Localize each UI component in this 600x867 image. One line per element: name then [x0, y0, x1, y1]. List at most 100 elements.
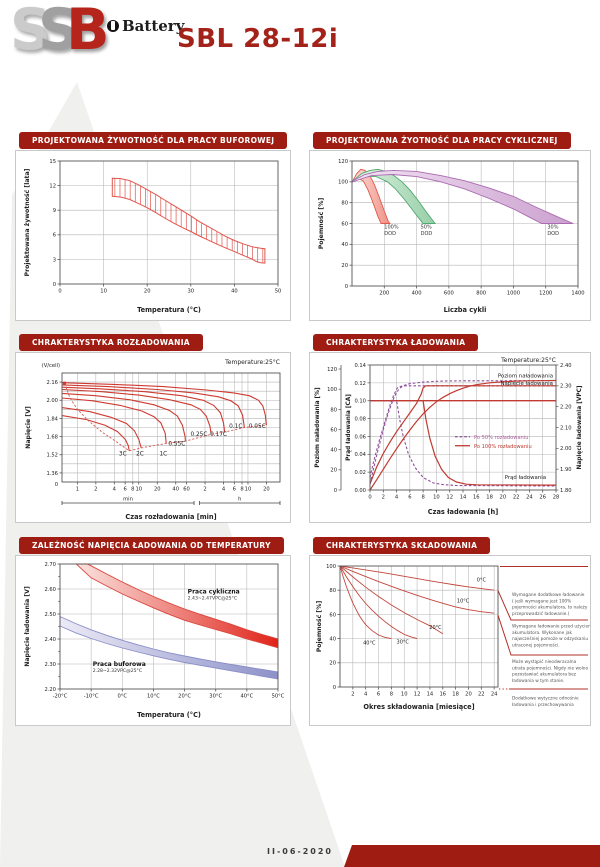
svg-text:0.08: 0.08 — [354, 416, 366, 422]
svg-text:9: 9 — [53, 208, 56, 214]
svg-text:Napięcie ładowania [VPC]: Napięcie ładowania [VPC] — [577, 385, 583, 469]
svg-text:Praca cykliczna: Praca cykliczna — [188, 588, 240, 595]
svg-text:80: 80 — [330, 407, 337, 413]
svg-text:2C: 2C — [136, 451, 144, 457]
svg-text:Temperatura (°C): Temperatura (°C) — [137, 306, 201, 314]
svg-text:10: 10 — [135, 486, 142, 492]
svg-text:Liczba cykli: Liczba cykli — [444, 306, 487, 314]
svg-text:20: 20 — [144, 288, 151, 294]
svg-text:0: 0 — [58, 288, 61, 294]
svg-text:Napięcie ładowania: Napięcie ładowania — [500, 380, 553, 386]
svg-text:22: 22 — [513, 494, 520, 500]
svg-text:min: min — [123, 496, 133, 502]
svg-text:60: 60 — [341, 221, 348, 227]
panel-title-cyclic-life: PROJEKTOWANA ŻYOTNOŚĆ DLA PRACY CYKLICZN… — [313, 132, 571, 149]
svg-text:Praca buforowa: Praca buforowa — [93, 661, 146, 668]
ssb-logo: SSB — [10, 2, 110, 59]
svg-text:400: 400 — [412, 290, 422, 296]
svg-text:1.84: 1.84 — [46, 416, 58, 422]
svg-text:2.40: 2.40 — [560, 362, 572, 368]
svg-text:18: 18 — [452, 691, 459, 697]
svg-text:0: 0 — [53, 281, 56, 287]
svg-text:2.50: 2.50 — [44, 611, 56, 617]
svg-text:0.25C: 0.25C — [190, 432, 207, 438]
svg-text:Czas ładowania [h]: Czas ładowania [h] — [428, 508, 498, 516]
svg-text:0: 0 — [368, 494, 371, 500]
svg-text:Temperatura (°C): Temperatura (°C) — [137, 711, 201, 719]
svg-text:(V/cell): (V/cell) — [42, 363, 60, 369]
svg-text:8: 8 — [131, 486, 134, 492]
svg-text:12: 12 — [446, 494, 453, 500]
svg-text:0.17C: 0.17C — [210, 432, 227, 438]
svg-text:50°C: 50°C — [272, 693, 285, 699]
svg-text:0.05C: 0.05C — [249, 424, 266, 430]
svg-text:60: 60 — [329, 612, 336, 618]
svg-text:1: 1 — [76, 486, 79, 492]
svg-text:Po 100% rozładowaniu: Po 100% rozładowaniu — [474, 443, 532, 449]
svg-text:100: 100 — [338, 179, 348, 185]
svg-text:2.00: 2.00 — [560, 446, 572, 452]
svg-text:8: 8 — [390, 691, 393, 697]
svg-text:4: 4 — [113, 486, 117, 492]
svg-text:0: 0 — [55, 482, 58, 488]
svg-text:-10°C: -10°C — [84, 693, 99, 699]
svg-text:120: 120 — [327, 366, 337, 372]
svg-text:1.52: 1.52 — [46, 452, 58, 458]
panel-title-charging: CHRAKTERYSTYKA ŁADOWANIA — [313, 334, 479, 351]
svg-text:10: 10 — [245, 486, 252, 492]
svg-text:2: 2 — [94, 486, 97, 492]
panel-charge-voltage-temperature: ZALEŻNOŚĆ NAPIĘCIA ŁADOWANIA OD TEMPERAT… — [15, 533, 291, 726]
svg-text:Prąd ładowania [CA]: Prąd ładowania [CA] — [346, 393, 352, 460]
svg-text:0: 0 — [334, 487, 337, 493]
svg-text:1.90: 1.90 — [560, 467, 572, 473]
svg-text:24: 24 — [526, 494, 533, 500]
charge-voltage-temperature-chart: -20°C -10°C 0°C 10°C 20°C 30°C 40°C 50°C 2.20 2.3… — [24, 561, 285, 719]
panel-storage: CHRAKTERYSTYKA SKŁADOWANIA 2 4 6 8 10 12 14 16 1… — [309, 533, 591, 726]
panel-cyclic-life: PROJEKTOWANA ŻYOTNOŚĆ DLA PRACY CYKLICZN… — [309, 128, 591, 321]
svg-text:8: 8 — [240, 486, 243, 492]
svg-text:0°C: 0°C — [118, 693, 128, 699]
svg-text:20°C: 20°C — [178, 693, 191, 699]
svg-text:Poziom naładowania [%]: Poziom naładowania [%] — [315, 387, 321, 468]
svg-text:0.1C: 0.1C — [229, 424, 242, 430]
svg-text:18: 18 — [486, 494, 493, 500]
svg-text:20°C: 20°C — [429, 624, 442, 630]
svg-text:Wymagane ładowanie przed użyci: Wymagane ładowanie przed użyciem akumulat… — [512, 623, 590, 648]
svg-text:2.30: 2.30 — [560, 383, 572, 389]
svg-text:1.68: 1.68 — [46, 434, 58, 440]
svg-text:0°C: 0°C — [477, 577, 487, 583]
svg-text:40°C: 40°C — [363, 640, 376, 646]
svg-text:20: 20 — [330, 467, 337, 473]
svg-text:10: 10 — [100, 288, 107, 294]
svg-text:2.43~2.47VPC@25°C: 2.43~2.47VPC@25°C — [188, 595, 237, 601]
svg-text:100: 100 — [327, 387, 337, 393]
svg-text:h: h — [238, 496, 241, 502]
svg-text:10: 10 — [433, 494, 440, 500]
svg-text:0.02: 0.02 — [354, 470, 366, 476]
svg-text:1.36: 1.36 — [46, 470, 58, 476]
svg-text:40: 40 — [231, 288, 238, 294]
svg-text:6: 6 — [53, 232, 56, 238]
svg-text:14: 14 — [427, 691, 434, 697]
panel-body: 2 4 6 8 10 12 14 16 18 20 22 24 0 20 40 60 80 100 Okres sk… — [309, 554, 591, 726]
svg-text:Projektowana żywotność [lata]: Projektowana żywotność [lata] — [23, 168, 31, 276]
svg-text:2.70: 2.70 — [44, 561, 56, 567]
svg-text:Pojemność [%]: Pojemność [%] — [317, 197, 325, 249]
svg-text:Czas rozładowania [min]: Czas rozładowania [min] — [125, 513, 216, 521]
svg-text:16: 16 — [473, 494, 480, 500]
svg-text:2: 2 — [382, 494, 385, 500]
svg-text:Temperature:25°C: Temperature:25°C — [224, 359, 280, 366]
svg-text:1200: 1200 — [539, 290, 552, 296]
svg-text:2: 2 — [203, 486, 206, 492]
svg-text:60: 60 — [183, 486, 190, 492]
svg-text:12: 12 — [49, 183, 56, 189]
svg-text:200: 200 — [379, 290, 389, 296]
svg-text:80: 80 — [341, 200, 348, 206]
svg-text:2.10: 2.10 — [560, 425, 572, 431]
svg-text:2: 2 — [351, 691, 354, 697]
svg-text:10°C: 10°C — [457, 598, 470, 604]
svg-text:0: 0 — [345, 283, 348, 289]
panel-title-buffer-life: PROJEKTOWANA ŻYWOTNOŚĆ DLA PRACY BUFOROW… — [19, 132, 288, 149]
